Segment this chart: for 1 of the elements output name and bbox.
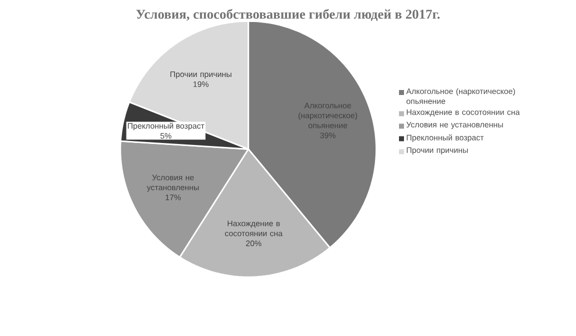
chart-title: Условия, способствовавшие гибели людей в 2017г. [136, 9, 440, 21]
